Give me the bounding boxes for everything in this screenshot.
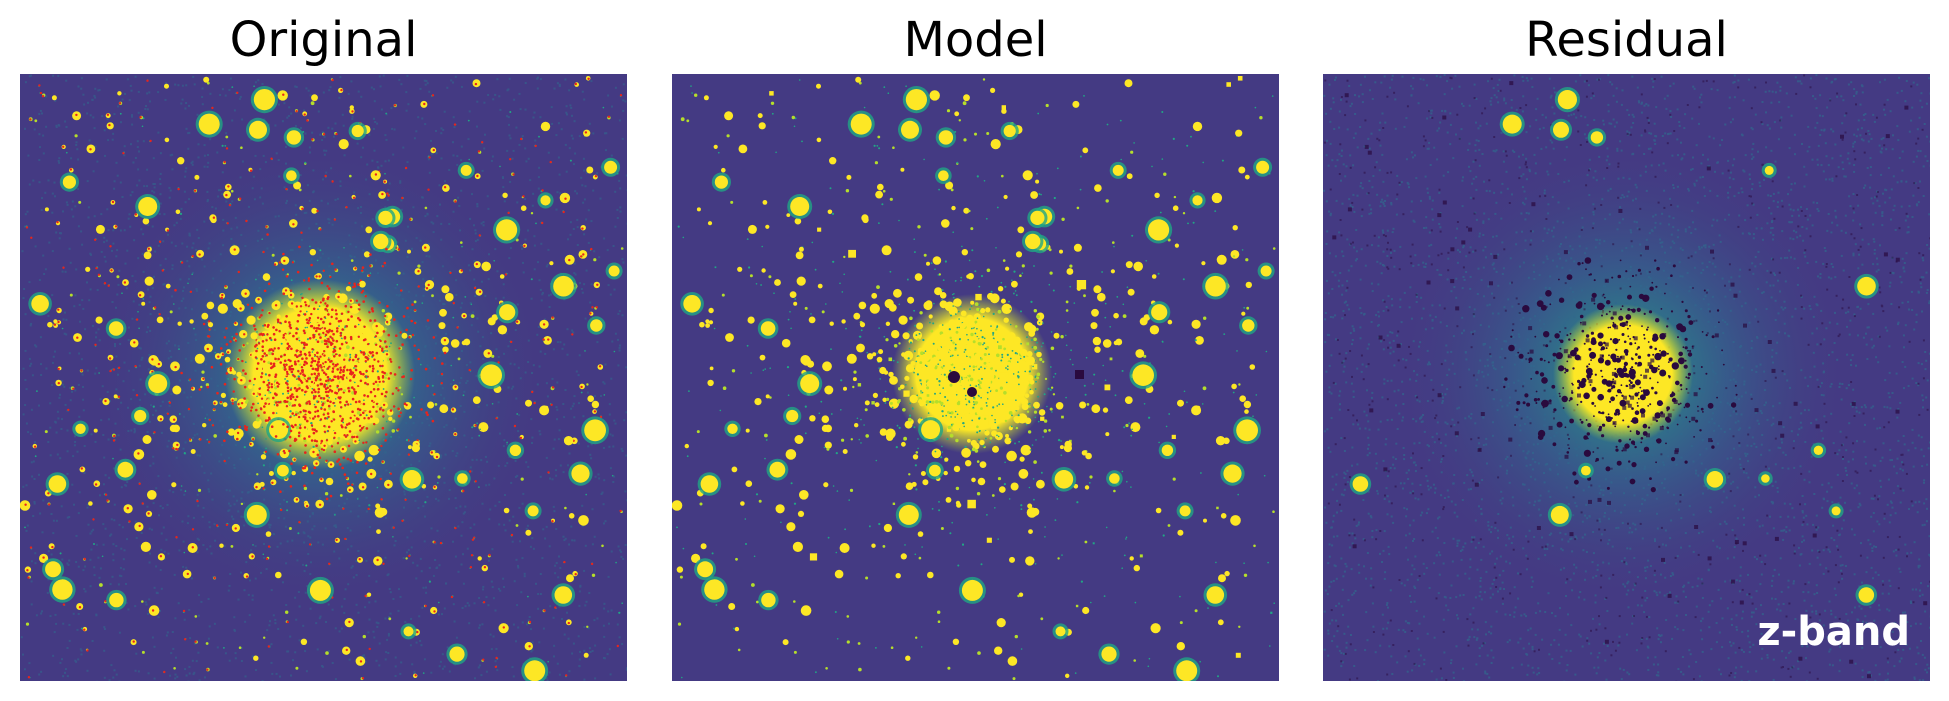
model-image-panel bbox=[672, 74, 1279, 681]
model-image bbox=[672, 74, 1279, 681]
panel-title-model: Model bbox=[903, 12, 1048, 68]
original-image bbox=[20, 74, 627, 681]
original-image-panel bbox=[20, 74, 627, 681]
residual-image-panel: z-band bbox=[1323, 74, 1930, 681]
band-label: z-band bbox=[1757, 609, 1910, 655]
panel-title-residual: Residual bbox=[1525, 12, 1728, 68]
residual-image bbox=[1323, 74, 1930, 681]
panel-title-original: Original bbox=[229, 12, 418, 68]
